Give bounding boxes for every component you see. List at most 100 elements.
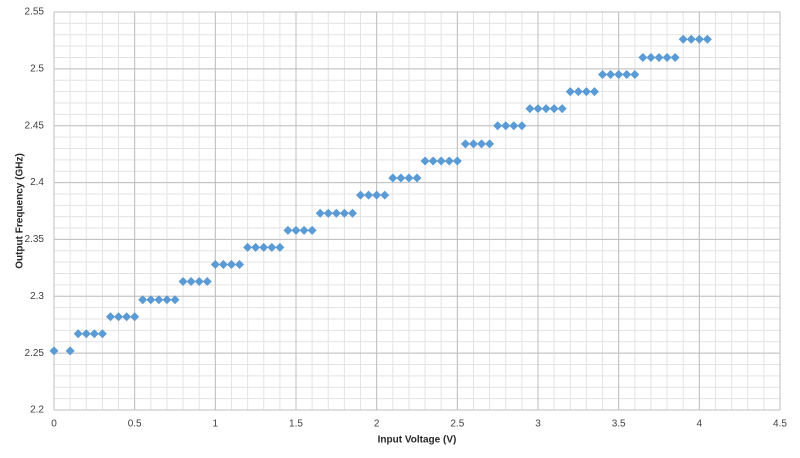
y-tick-label: 2.35 [25, 234, 45, 245]
data-point [420, 156, 430, 166]
data-point [339, 208, 349, 218]
data-point [65, 346, 75, 356]
data-point [646, 52, 656, 62]
data-point [89, 329, 99, 339]
data-point [630, 70, 640, 80]
data-point [549, 104, 559, 114]
data-point [299, 225, 309, 235]
data-point [380, 190, 390, 200]
data-point [283, 225, 293, 235]
data-point [291, 225, 301, 235]
data-point [428, 156, 438, 166]
data-point [525, 104, 535, 114]
data-point [388, 173, 398, 183]
data-point [485, 139, 495, 149]
data-point [694, 34, 704, 44]
data-point [194, 277, 204, 287]
data-point [606, 70, 616, 80]
x-tick-label: 0.5 [128, 419, 142, 430]
x-tick-label: 4 [697, 419, 703, 430]
data-point [105, 312, 115, 322]
data-point [654, 52, 664, 62]
data-point [412, 173, 422, 183]
data-point [598, 70, 608, 80]
data-point [364, 190, 374, 200]
data-point [501, 121, 511, 131]
y-tick-label: 2.2 [30, 405, 44, 416]
y-tick-label: 2.3 [30, 291, 44, 302]
y-axis-label: Output Frequency (GHz) [15, 153, 26, 269]
y-tick-label: 2.55 [25, 7, 45, 18]
data-point [315, 208, 325, 218]
data-point [678, 34, 688, 44]
data-point [122, 312, 132, 322]
x-tick-label: 3.5 [612, 419, 626, 430]
data-point [347, 208, 357, 218]
data-point [186, 277, 196, 287]
x-tick-label: 2.5 [450, 419, 464, 430]
data-point [638, 52, 648, 62]
data-point [477, 139, 487, 149]
data-point [114, 312, 124, 322]
data-point [573, 87, 583, 97]
data-point [670, 52, 680, 62]
data-point [307, 225, 317, 235]
data-point [356, 190, 366, 200]
data-point [323, 208, 333, 218]
data-point [372, 190, 382, 200]
data-point [210, 259, 220, 269]
data-point [235, 259, 245, 269]
data-point [170, 295, 180, 305]
data-point [162, 295, 172, 305]
data-point [81, 329, 91, 339]
x-tick-label: 2 [374, 419, 380, 430]
y-tick-label: 2.25 [25, 348, 45, 359]
data-point [267, 242, 277, 252]
x-tick-label: 3 [535, 419, 541, 430]
data-point [468, 139, 478, 149]
data-point [493, 121, 503, 131]
data-point [226, 259, 236, 269]
data-point [275, 242, 285, 252]
y-tick-label: 2.5 [30, 63, 44, 74]
x-tick-label: 1 [213, 419, 219, 430]
data-point [686, 34, 696, 44]
x-axis-label: Input Voltage (V) [378, 435, 457, 446]
data-point [97, 329, 107, 339]
data-point [622, 70, 632, 80]
data-point [581, 87, 591, 97]
data-point [557, 104, 567, 114]
data-point [452, 156, 462, 166]
data-point [509, 121, 519, 131]
data-point [218, 259, 228, 269]
data-point [243, 242, 253, 252]
data-point [404, 173, 414, 183]
data-point [154, 295, 164, 305]
data-point [251, 242, 261, 252]
data-point [436, 156, 446, 166]
data-point [702, 34, 712, 44]
data-point [541, 104, 551, 114]
data-point [130, 312, 140, 322]
data-point [259, 242, 269, 252]
data-point [202, 277, 212, 287]
x-tick-label: 0 [51, 419, 57, 430]
y-tick-label: 2.4 [30, 177, 44, 188]
x-tick-label: 4.5 [773, 419, 787, 430]
data-point [49, 346, 59, 356]
y-tick-label: 2.45 [25, 120, 45, 131]
data-point [396, 173, 406, 183]
data-point [331, 208, 341, 218]
x-tick-label: 1.5 [289, 419, 303, 430]
data-point [138, 295, 148, 305]
data-point [178, 277, 188, 287]
data-point [662, 52, 672, 62]
data-point [614, 70, 624, 80]
data-point [146, 295, 156, 305]
data-point [73, 329, 83, 339]
data-point [533, 104, 543, 114]
data-point [460, 139, 470, 149]
data-point [589, 87, 599, 97]
data-point [517, 121, 527, 131]
